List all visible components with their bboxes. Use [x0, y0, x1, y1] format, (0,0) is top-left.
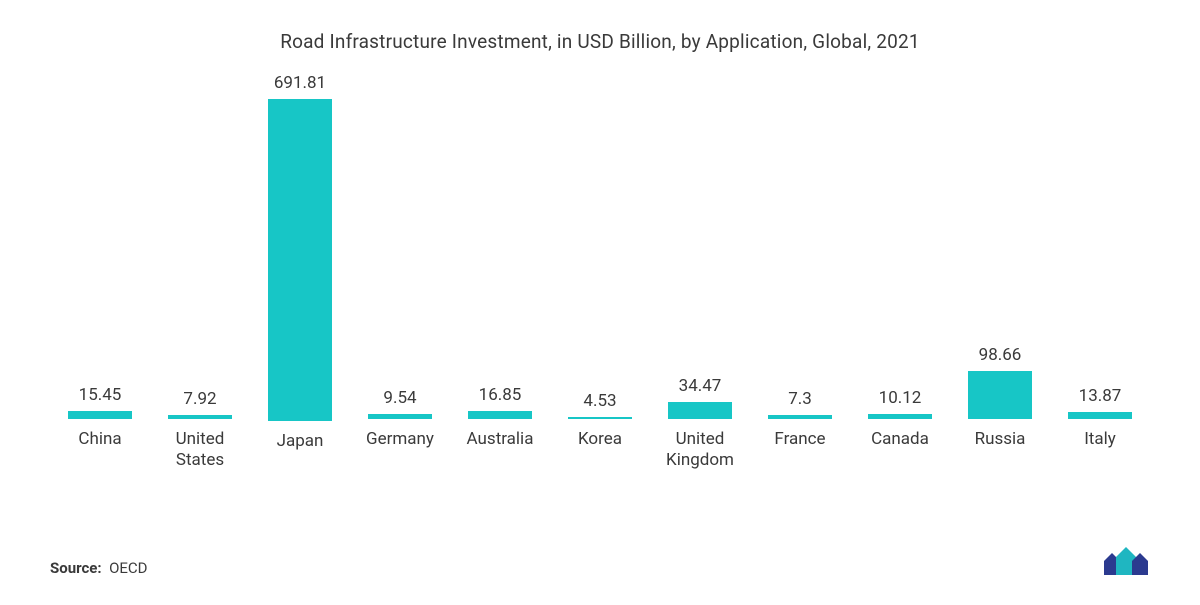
bar	[568, 417, 632, 419]
bar	[368, 414, 432, 419]
bar	[1068, 412, 1132, 419]
bar-group: 4.53 Korea	[550, 73, 650, 473]
bar-category-label: Germany	[366, 429, 434, 473]
footer: Source: OECD	[50, 547, 1150, 577]
bar-group: 9.54 Germany	[350, 73, 450, 473]
bar-group: 10.12 Canada	[850, 73, 950, 473]
bar-value-label: 34.47	[679, 376, 722, 396]
brand-logo	[1102, 547, 1150, 577]
bar	[468, 411, 532, 419]
bar-group: 15.45 China	[50, 73, 150, 473]
bar-category-label: Italy	[1084, 429, 1116, 473]
bar-category-label: United States	[150, 429, 250, 473]
bar-group: 34.47 United Kingdom	[650, 73, 750, 473]
bar-category-label: Australia	[467, 429, 534, 473]
bar-value-label: 98.66	[979, 345, 1022, 365]
bar-value-label: 4.53	[583, 391, 616, 411]
chart-title: Road Infrastructure Investment, in USD B…	[40, 30, 1160, 53]
source-text: OECD	[109, 559, 147, 577]
bar	[868, 414, 932, 419]
bar-category-label: Russia	[975, 429, 1026, 473]
bar-group: 7.92 United States	[150, 73, 250, 473]
bar-value-label: 9.54	[383, 388, 416, 408]
bar	[968, 371, 1032, 419]
bar-group: 98.66 Russia	[950, 73, 1050, 473]
bar-value-label: 7.3	[788, 389, 812, 409]
source-prefix: Source:	[50, 559, 102, 577]
chart-container: Road Infrastructure Investment, in USD B…	[0, 0, 1200, 605]
bar	[668, 402, 732, 419]
bar-category-label: China	[78, 429, 121, 473]
bar-group: 691.81 Japan	[250, 73, 350, 473]
bar-group: 7.3 France	[750, 73, 850, 473]
bar-value-label: 16.85	[479, 385, 522, 405]
bar-value-label: 15.45	[79, 385, 122, 405]
bar-value-label: 13.87	[1079, 386, 1122, 406]
bar-group: 16.85 Australia	[450, 73, 550, 473]
bar-group: 13.87 Italy	[1050, 73, 1150, 473]
bar-category-label: Korea	[578, 429, 622, 473]
bar-value-label: 691.81	[274, 73, 326, 93]
bar-category-label: Japan	[277, 431, 324, 473]
bar	[268, 99, 332, 421]
bar-category-label: United Kingdom	[650, 429, 750, 473]
bar-value-label: 10.12	[879, 388, 922, 408]
bar-category-label: Canada	[871, 429, 929, 473]
bar	[168, 415, 232, 419]
source-attribution: Source: OECD	[50, 559, 148, 577]
logo-icon	[1102, 547, 1150, 577]
bar	[68, 411, 132, 419]
bar-category-label: France	[774, 429, 825, 473]
bar	[768, 415, 832, 419]
plot-area: 15.45 China 7.92 United States 691.81 Japan 9.…	[40, 73, 1160, 473]
bar-value-label: 7.92	[183, 389, 216, 409]
